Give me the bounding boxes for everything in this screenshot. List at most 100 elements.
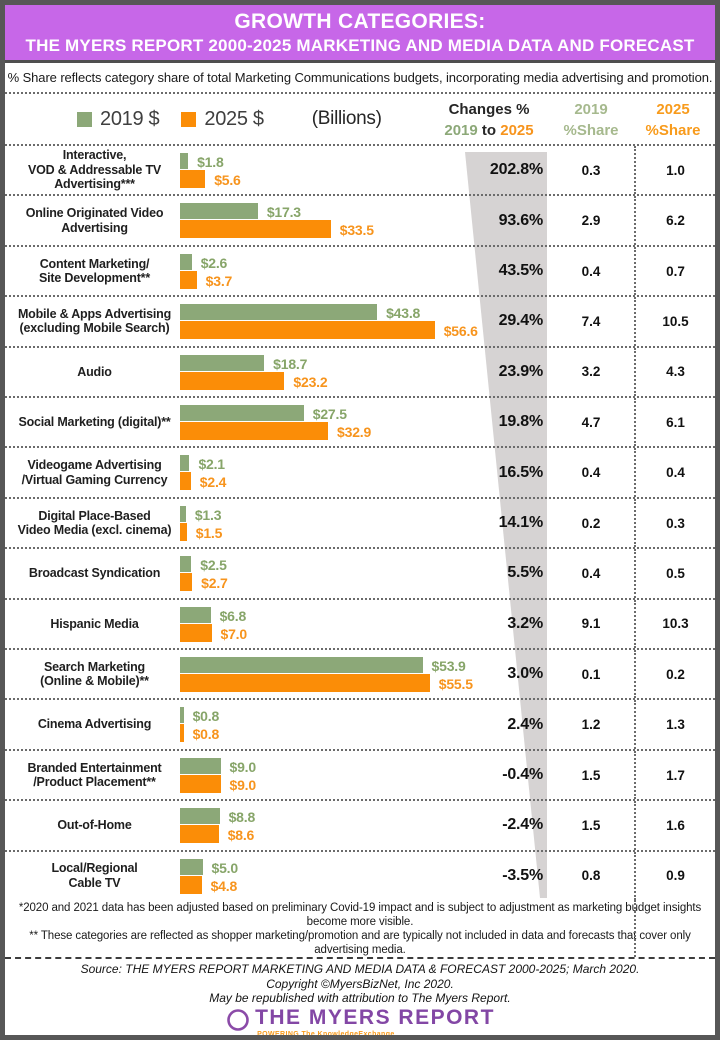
logo-text: THE MYERS REPORT POWERING The KnowledgeE… xyxy=(255,1007,495,1036)
share2025-header-line1: 2025 xyxy=(656,101,690,118)
bar-2025-value: $0.8 xyxy=(192,726,220,743)
bar-2025-value: $1.5 xyxy=(195,524,223,541)
share2019-header-line1: 2019 xyxy=(574,101,608,118)
table-row: Out-of-Home $8.8 $8.6 -2.4% 1.5 1.6 xyxy=(5,799,715,850)
bars-cell: $2.1 $2.4 xyxy=(180,448,440,496)
share-2019-value: 0.3 xyxy=(581,162,601,178)
bar-2019 xyxy=(180,304,378,321)
change-percent-value: 29.4% xyxy=(498,312,544,330)
bar-2025 xyxy=(180,522,187,541)
bar-2019 xyxy=(180,153,189,169)
bar-2025-value: $7.0 xyxy=(220,625,248,642)
share-2019-value: 0.4 xyxy=(581,263,601,279)
bar-2025 xyxy=(180,774,221,793)
bar-2019 xyxy=(180,657,423,674)
bar-2025 xyxy=(180,170,206,188)
share-2025-value: 1.7 xyxy=(634,750,715,800)
change-percent-value: 202.8% xyxy=(489,161,543,179)
change-percent-value: 16.5% xyxy=(498,463,544,481)
change-percent-value: 2.4% xyxy=(507,715,543,733)
bars-cell: $53.9 $55.5 xyxy=(180,650,473,698)
share-2019-value: 0.8 xyxy=(581,868,601,884)
share-2025-value: 0.5 xyxy=(634,549,715,598)
category-label: Broadcast Syndication xyxy=(28,566,161,581)
table-row: Content Marketing/Site Development** $2.6… xyxy=(5,244,715,296)
bar-2019-value: $8.8 xyxy=(228,809,256,826)
bar-2019-value: $2.1 xyxy=(198,456,225,473)
change-percent-value: 19.8% xyxy=(498,413,544,431)
category-label: Social Marketing (digital)** xyxy=(18,414,171,429)
category-label: Local/Regional Cable TV xyxy=(51,861,138,890)
category-label: Digital Place-Based Video Media (excl. ci… xyxy=(17,508,172,538)
bar-2019 xyxy=(180,405,304,422)
bar-2019-value: $2.5 xyxy=(200,557,227,574)
chart-rows: Interactive, VOD & Addressable TV Advertis… xyxy=(5,146,715,901)
bar-2019 xyxy=(180,757,221,774)
bar-2019-value: $27.5 xyxy=(312,406,347,423)
footnote-column-divider xyxy=(634,900,636,957)
change-percent-value: -2.4% xyxy=(502,816,543,834)
category-label: Hispanic Media xyxy=(50,616,139,631)
bar-2025 xyxy=(180,623,212,642)
bar-2019-value: $1.3 xyxy=(194,506,222,523)
republish-line: May be republished with attribution to T… xyxy=(209,991,511,1005)
share-2019-value: 4.7 xyxy=(581,414,601,430)
bars-cell: $1.3 $1.5 xyxy=(180,499,440,547)
share-2025-value: 1.0 xyxy=(634,146,715,195)
bar-2019-value: $1.8 xyxy=(197,154,224,170)
change-percent-value: 93.6% xyxy=(498,211,544,229)
bars-cell: $9.0 $9.0 xyxy=(180,751,440,799)
share-2019-value: 9.1 xyxy=(581,616,601,632)
table-row: Cinema Advertising $0.8 $0.8 2.4% 1.2 1.3 xyxy=(5,698,715,749)
table-row: Branded Entertainment/Product Placement*… xyxy=(5,748,715,800)
share-2019-value: 0.4 xyxy=(581,465,601,481)
share-2025-value: 4.3 xyxy=(634,347,715,397)
bar-2019-value: $53.9 xyxy=(431,658,466,675)
table-row: Audio $18.7 $23.2 23.9% 3.2 4.3 xyxy=(5,345,715,397)
bars-cell: $1.8 $5.6 xyxy=(180,146,440,194)
legend-swatch-2025-icon xyxy=(181,111,197,127)
bar-2025-value: $32.9 xyxy=(337,424,372,441)
share-2025-value: 1.6 xyxy=(634,801,715,850)
bars-cell: $17.3 $33.5 xyxy=(180,196,440,244)
bar-2019 xyxy=(180,505,186,522)
bar-2019 xyxy=(180,203,258,220)
page-title: GROWTH CATEGORIES: xyxy=(234,10,486,33)
category-label: Out-of-Home xyxy=(57,818,132,833)
bars-cell: $2.5 $2.7 xyxy=(180,549,440,597)
share-2025-value: 10.3 xyxy=(634,599,715,649)
bar-2019-value: $18.7 xyxy=(273,355,308,372)
bar-2019-value: $43.8 xyxy=(386,305,421,322)
bar-2019 xyxy=(180,455,190,472)
share-2025-value: 0.4 xyxy=(634,448,715,497)
bar-2019 xyxy=(180,808,220,825)
bar-2025-value: $3.7 xyxy=(205,272,233,289)
table-row: Search Marketing (Online & Mobile)** $53.9… xyxy=(5,648,715,699)
bar-2025 xyxy=(180,472,191,491)
change-percent-value: 43.5% xyxy=(498,262,544,280)
bars-cell: $0.8 $0.8 xyxy=(180,700,440,748)
share-2025-value: 10.5 xyxy=(634,297,715,346)
share-2019-value: 7.4 xyxy=(581,313,601,329)
footnote-shopper: ** These categories are reflected as sho… xyxy=(29,930,691,956)
bar-2019-value: $9.0 xyxy=(229,758,257,775)
footnotes: *2020 and 2021 data has been adjusted ba… xyxy=(5,900,715,957)
bars-cell: $2.6 $3.7 xyxy=(180,247,440,295)
table-row: Mobile & Apps Advertising (excluding Mobi… xyxy=(5,295,715,346)
share-2019-value: 3.2 xyxy=(581,364,601,380)
legend-and-column-headers: 2019 $ 2025 $ (Billions) Changes % 2019 … xyxy=(5,94,715,146)
page-subtitle-title: THE MYERS REPORT 2000-2025 MARKETING AND… xyxy=(25,36,695,55)
bar-2025-value: $33.5 xyxy=(339,222,374,239)
share-2019-value: 0.2 xyxy=(581,515,601,531)
bar-2025 xyxy=(180,371,285,390)
table-row: Interactive, VOD & Addressable TV Advertis… xyxy=(5,146,715,195)
bar-2019-value: $0.8 xyxy=(192,708,220,725)
logo-tagline: POWERING The KnowledgeExchange xyxy=(257,1030,395,1036)
category-label: Branded Entertainment/Product Placement*… xyxy=(27,760,162,790)
share-2025-value: 0.2 xyxy=(634,650,715,699)
bars-cell: $43.8 $56.6 xyxy=(180,297,478,345)
change-percent-value: 23.9% xyxy=(498,362,544,380)
bar-2025 xyxy=(180,875,202,894)
share-2019-value: 1.2 xyxy=(581,717,601,733)
bar-2019 xyxy=(180,707,184,724)
